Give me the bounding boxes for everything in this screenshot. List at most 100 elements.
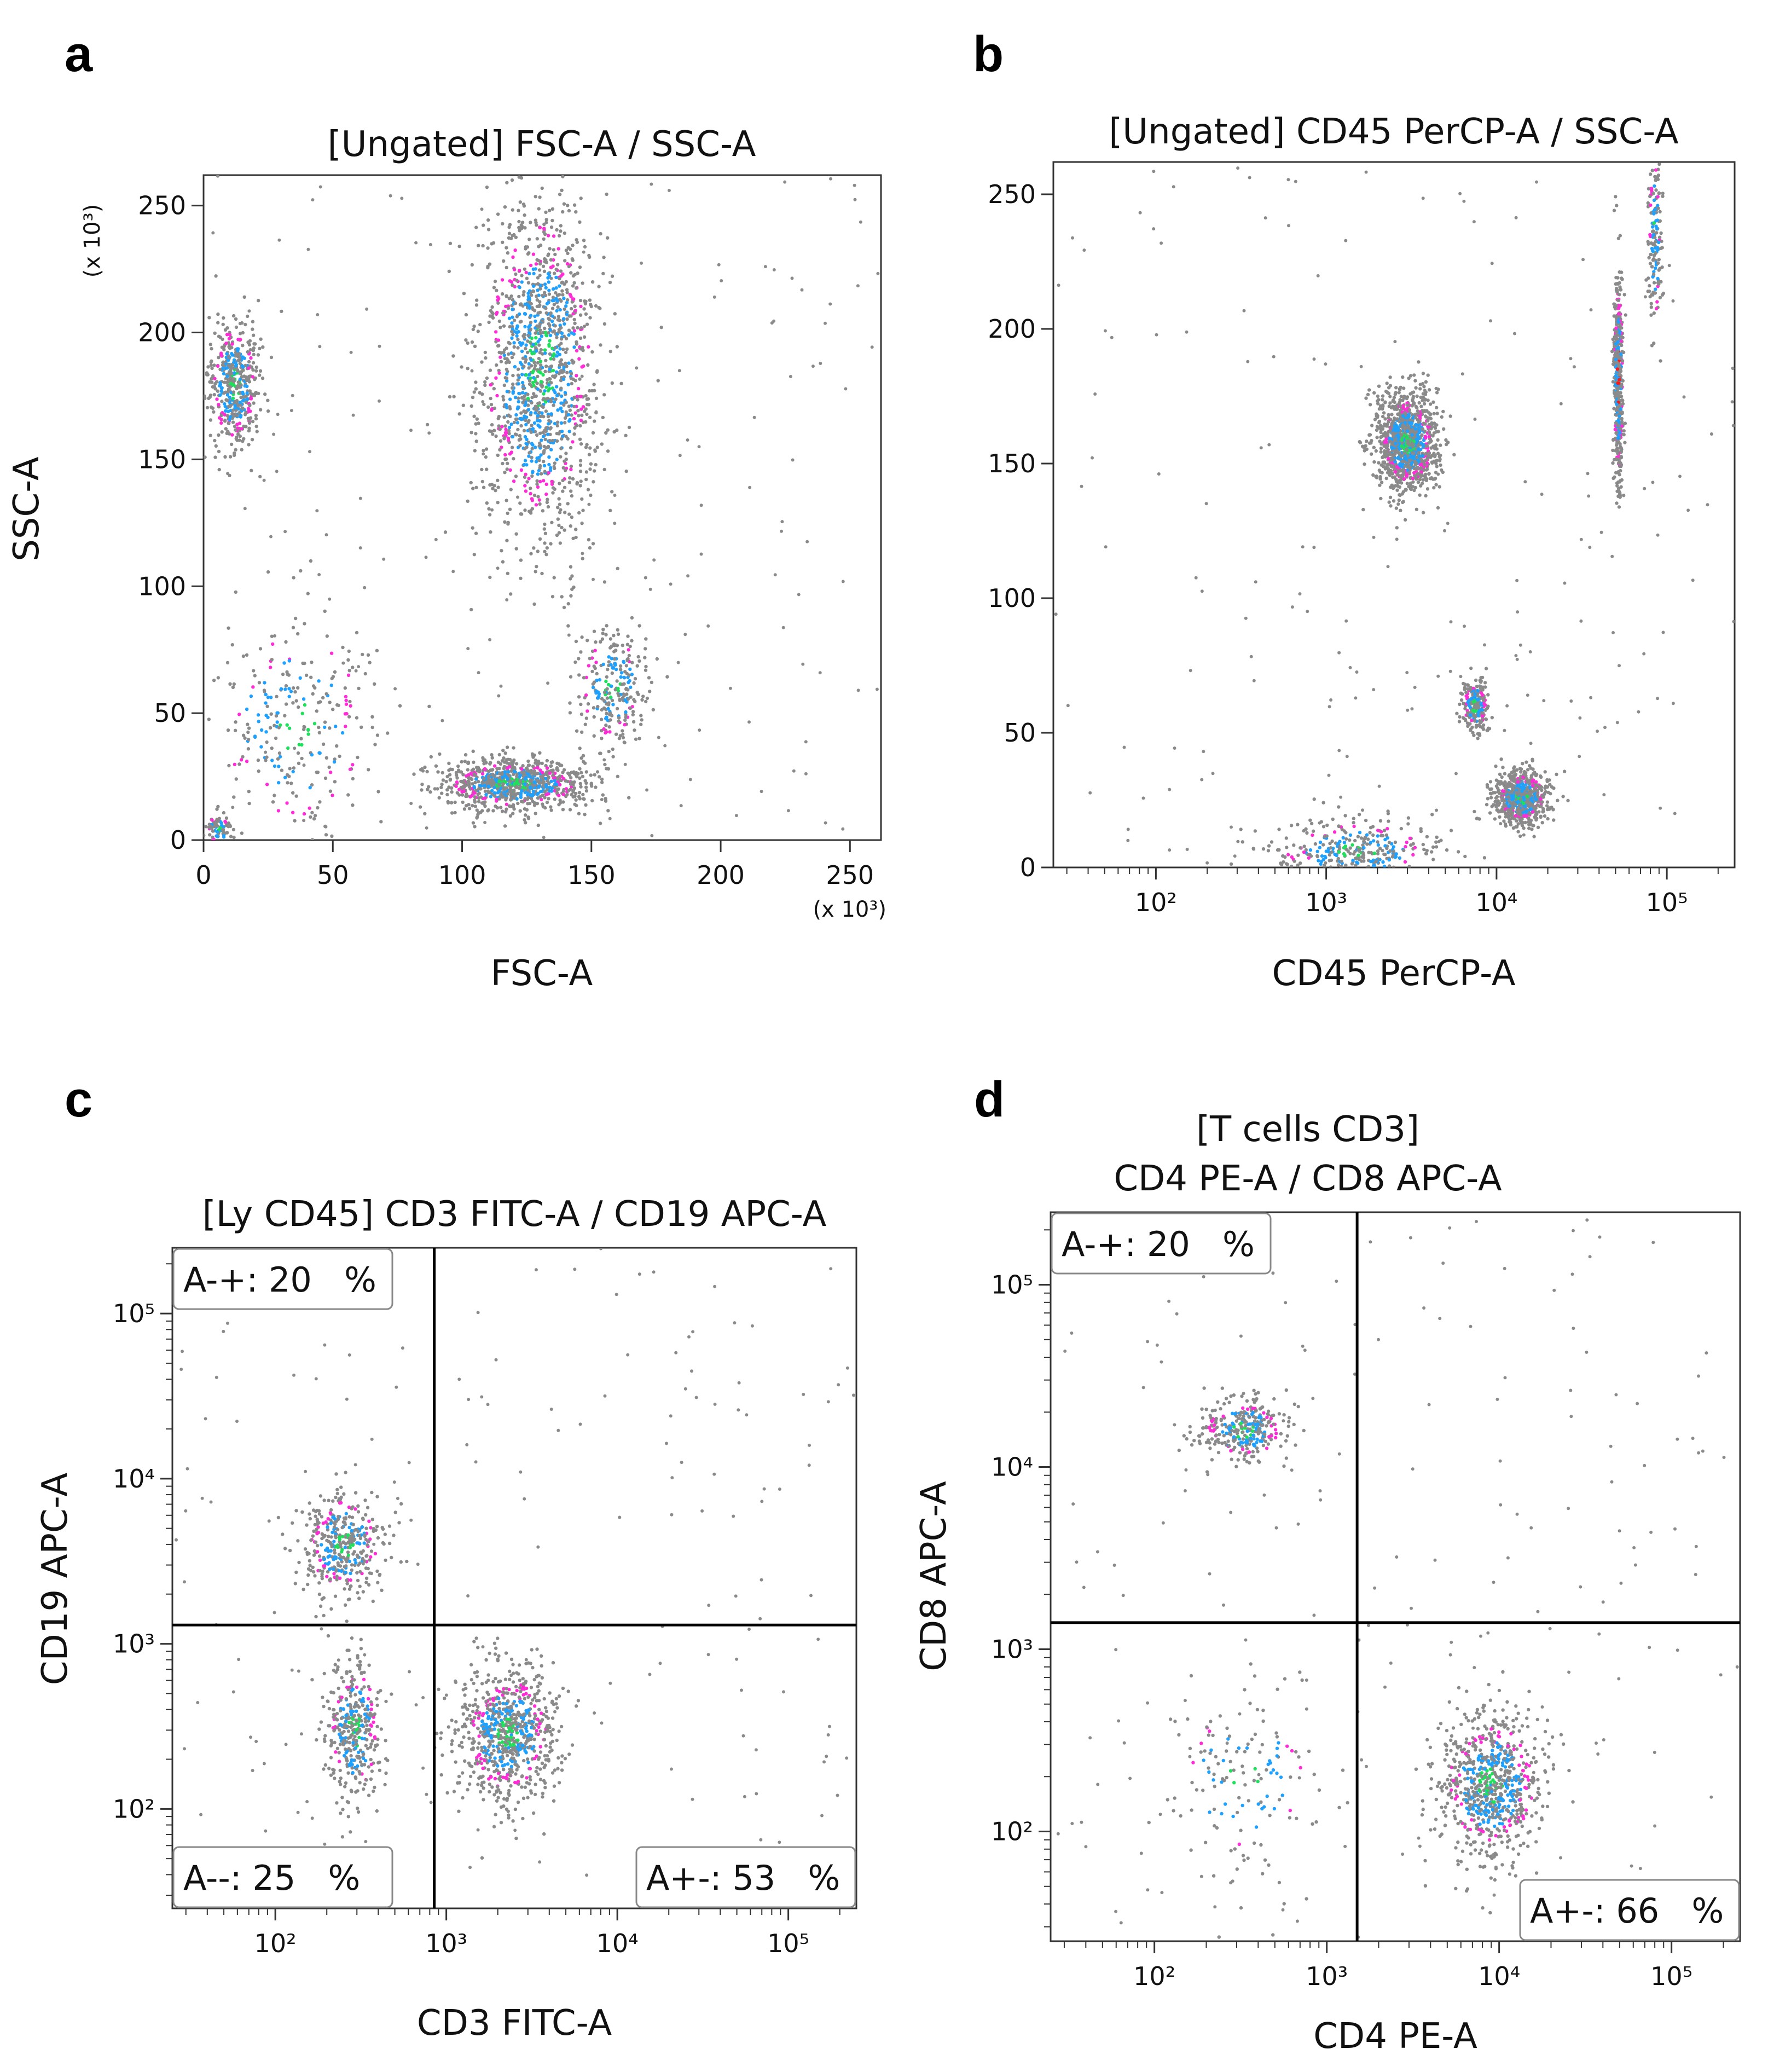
event-dot [496, 298, 500, 302]
event-dot [216, 389, 220, 393]
event-dot [1405, 435, 1409, 439]
event-dot [549, 265, 553, 269]
event-dot [1430, 461, 1434, 465]
event-dot [543, 541, 547, 545]
event-dot [507, 236, 511, 240]
event-dot [474, 387, 478, 391]
event-dot [347, 669, 351, 673]
event-dot [507, 762, 511, 766]
event-dot [534, 445, 537, 449]
event-dot [348, 699, 352, 704]
event-dot [345, 712, 349, 716]
event-dot [564, 435, 568, 438]
event-dot [652, 558, 656, 562]
event-dot [621, 644, 625, 647]
event-dot [601, 662, 605, 667]
event-dot [238, 401, 242, 404]
event-dot [574, 535, 578, 540]
event-dot [553, 346, 557, 350]
event-dot [1398, 413, 1402, 417]
event-dot [644, 664, 648, 669]
y-tick-label: 200 [138, 318, 186, 348]
event-dot [495, 288, 498, 292]
event-dot [804, 740, 808, 744]
event-dot [1442, 427, 1446, 431]
event-dot [562, 297, 566, 300]
event-dot [214, 274, 218, 278]
event-dot [530, 401, 534, 405]
event-dot [641, 694, 645, 698]
event-dot [559, 386, 563, 390]
event-dot [502, 324, 506, 328]
event-dot [252, 669, 256, 673]
event-dot [1425, 461, 1429, 465]
event-dot [469, 771, 473, 775]
event-dot [229, 369, 233, 373]
population-granulocytes-like [425, 175, 663, 639]
event-dot [497, 776, 502, 780]
event-dot [605, 624, 608, 628]
event-dot [224, 820, 228, 824]
event-dot [483, 804, 487, 808]
event-dot [463, 760, 467, 763]
event-dot [444, 780, 448, 784]
y-tick-label: 100 [138, 571, 186, 601]
event-dot [438, 752, 442, 756]
event-dot [481, 244, 485, 248]
event-dot [211, 374, 215, 378]
event-dot [616, 628, 620, 632]
event-dot [304, 673, 309, 678]
event-dot [506, 251, 510, 255]
event-dot [1384, 449, 1389, 453]
event-dot [251, 320, 255, 323]
event-dot [514, 272, 518, 276]
event-dot [238, 332, 242, 335]
event-dot [572, 585, 576, 589]
event-dot [511, 373, 515, 378]
event-dot [534, 394, 538, 398]
event-dot [1400, 465, 1404, 468]
event-dot [569, 372, 573, 376]
event-dot [505, 367, 508, 372]
event-dot [425, 422, 430, 427]
event-dot [505, 377, 509, 380]
event-dot [571, 783, 575, 787]
event-dot [1395, 465, 1399, 469]
event-dot [613, 663, 617, 667]
event-dot [547, 343, 551, 347]
event-dot [311, 198, 315, 202]
event-dot [1615, 484, 1619, 488]
event-dot [508, 814, 513, 818]
event-dot [330, 834, 334, 838]
event-dot [1393, 407, 1396, 411]
event-dot [520, 349, 524, 354]
event-dot [559, 394, 564, 398]
event-dot [346, 673, 351, 678]
event-dot [507, 773, 511, 778]
event-dot [497, 779, 501, 784]
event-dot [562, 366, 566, 369]
event-dot [253, 378, 257, 381]
event-dot [518, 361, 523, 364]
event-dot [254, 414, 258, 418]
event-dot [571, 326, 575, 330]
event-dot [558, 511, 562, 514]
event-dot [618, 668, 623, 672]
event-dot [535, 482, 539, 486]
event-dot [1402, 386, 1406, 390]
event-dot [584, 789, 589, 793]
event-dot [409, 802, 413, 805]
event-dot [311, 692, 315, 696]
event-dot [588, 657, 592, 661]
event-dot [530, 424, 534, 427]
event-dot [571, 361, 575, 365]
event-dot [1403, 408, 1407, 412]
event-dot [1378, 439, 1382, 443]
event-dot [1411, 390, 1416, 394]
event-dot [578, 265, 582, 269]
event-dot [316, 313, 320, 316]
event-dot [466, 761, 470, 766]
event-dot [608, 350, 613, 354]
event-dot [258, 373, 262, 377]
event-dot [613, 312, 617, 316]
